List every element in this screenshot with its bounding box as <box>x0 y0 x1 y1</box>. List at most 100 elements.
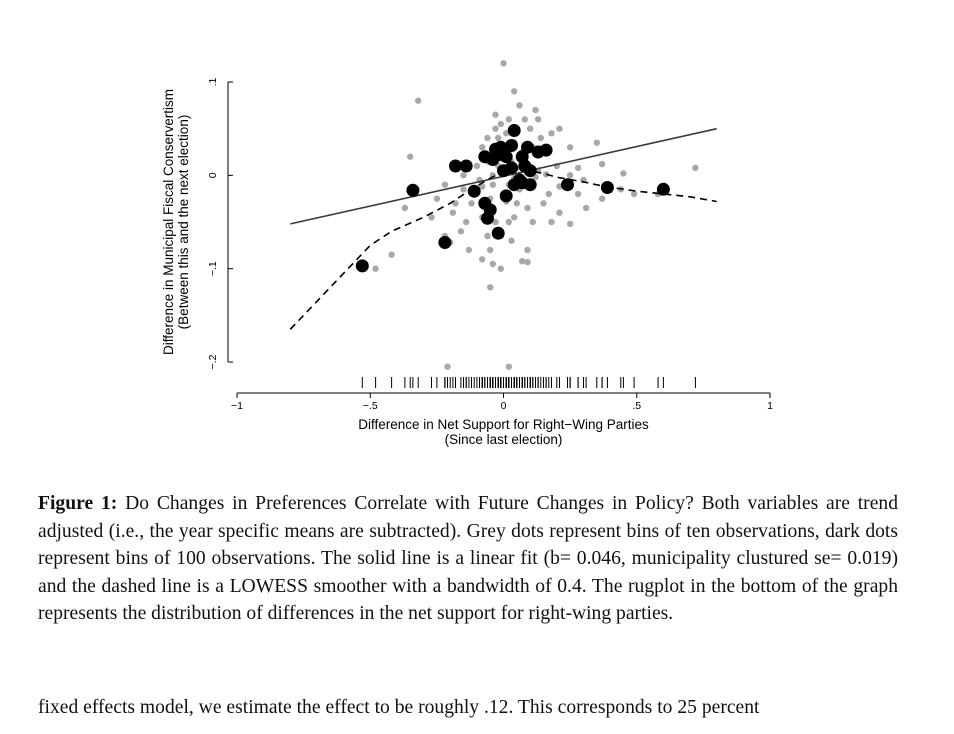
grey-dot <box>479 183 486 190</box>
grey-dot <box>492 218 499 226</box>
grey-dot <box>492 125 499 132</box>
grey-dot <box>449 209 457 216</box>
grey-dot <box>500 60 507 67</box>
x-tick-label: 1 <box>767 400 773 412</box>
grey-dot <box>415 97 422 104</box>
dark-dot <box>491 226 505 240</box>
y-tick-label: −.2 <box>207 354 219 369</box>
grey-dot <box>524 204 531 212</box>
grey-dot <box>444 363 451 370</box>
grey-dot <box>457 228 465 235</box>
grey-dot <box>524 258 531 266</box>
grey-dot <box>473 162 481 170</box>
dark-dot <box>438 236 452 249</box>
figure-caption-text: Do Changes in Preferences Correlate with… <box>38 493 898 624</box>
grey-dot <box>534 116 542 123</box>
x-tick-label: −1 <box>231 400 243 412</box>
dark-dot <box>499 150 513 164</box>
grey-dot <box>516 102 523 109</box>
grey-dot <box>521 116 528 123</box>
y-tick-label: .1 <box>207 77 219 86</box>
dark-dot <box>459 159 473 173</box>
grey-dot <box>372 265 379 272</box>
lowess-smoother-line <box>289 167 717 330</box>
grey-dot <box>620 170 627 177</box>
dark-dot <box>561 178 574 192</box>
grey-dot <box>511 88 518 95</box>
grey-dot <box>479 256 486 263</box>
dark-dot <box>499 189 513 203</box>
grey-dot <box>527 125 534 132</box>
body-paragraph: fixed effects model, we estimate the eff… <box>38 697 760 718</box>
grey-dot <box>489 260 496 268</box>
x-axis-subtitle: (Since last election) <box>445 432 563 447</box>
dark-dot <box>355 259 369 273</box>
dark-dot <box>406 183 420 197</box>
y-axis-title: Difference in Municipal Fiscal Conserver… <box>161 89 176 355</box>
grey-dot <box>479 144 486 151</box>
rugplot <box>361 377 696 388</box>
dark-dot <box>523 178 537 192</box>
grey-dot <box>508 237 515 244</box>
x-ticks: −1 −.5 0 .5 1 <box>231 393 773 412</box>
grey-dot <box>532 106 539 114</box>
grey-dot <box>540 200 547 207</box>
grey-dot <box>537 134 544 142</box>
grey-dot <box>463 218 470 226</box>
grey-dot <box>692 164 699 172</box>
dark-dot <box>523 164 537 178</box>
dark-dot <box>539 143 553 157</box>
x-tick-label: −.5 <box>363 400 378 412</box>
grey-dot <box>529 218 536 226</box>
grey-dots-layer <box>372 60 699 370</box>
grey-dot <box>428 214 435 221</box>
grey-dot <box>574 164 582 172</box>
grey-dot <box>505 218 512 226</box>
dark-dot <box>600 181 614 194</box>
grey-dot <box>497 265 504 272</box>
grey-dot <box>513 200 520 207</box>
grey-dot <box>497 120 504 128</box>
grey-dot <box>574 190 582 198</box>
grey-dot <box>484 134 491 142</box>
grey-dot <box>487 284 494 291</box>
grey-dot <box>548 218 555 226</box>
grey-dot <box>548 130 555 137</box>
grey-dot <box>495 134 502 142</box>
x-tick-label: 0 <box>501 400 507 412</box>
y-ticks: .1 0 −.1 −.2 <box>207 77 233 369</box>
grey-dot <box>582 204 590 212</box>
x-tick-label: .5 <box>632 400 641 412</box>
grey-dot <box>505 363 512 370</box>
grey-dot <box>460 186 467 193</box>
grey-dot <box>489 181 496 188</box>
dark-dot <box>505 161 518 175</box>
grey-dot <box>593 139 600 146</box>
figure-caption: Figure 1: Do Changes in Preferences Corr… <box>38 490 898 628</box>
dark-dots-layer <box>355 124 670 273</box>
grey-dot <box>630 190 638 198</box>
grey-dot <box>492 111 499 118</box>
dark-dot <box>449 159 462 173</box>
y-tick-label: −.1 <box>207 261 219 276</box>
grey-dot <box>487 246 494 254</box>
grey-dot <box>433 195 441 202</box>
y-axis-subtitle: (Between this and the next election) <box>176 115 191 330</box>
grey-dot <box>468 200 475 207</box>
grey-dot <box>484 232 491 240</box>
grey-dot <box>407 153 414 160</box>
grey-dot <box>388 251 395 258</box>
grey-dot <box>503 130 510 137</box>
grey-dot <box>460 172 467 179</box>
grey-dot <box>524 246 531 254</box>
dark-dot <box>481 211 494 225</box>
grey-dot <box>401 204 409 212</box>
grey-dot <box>519 258 526 265</box>
grey-dot <box>545 190 552 198</box>
y-tick-label: 0 <box>207 172 219 178</box>
scatter-chart: −1 −.5 0 .5 1 .1 0 −.1 −.2 Difference in Net Su… <box>161 60 773 447</box>
grey-dot <box>465 246 473 254</box>
grey-dot <box>556 209 563 216</box>
x-axis-title: Difference in Net Support for Right−Wing… <box>358 417 649 432</box>
dark-dot <box>507 124 521 137</box>
